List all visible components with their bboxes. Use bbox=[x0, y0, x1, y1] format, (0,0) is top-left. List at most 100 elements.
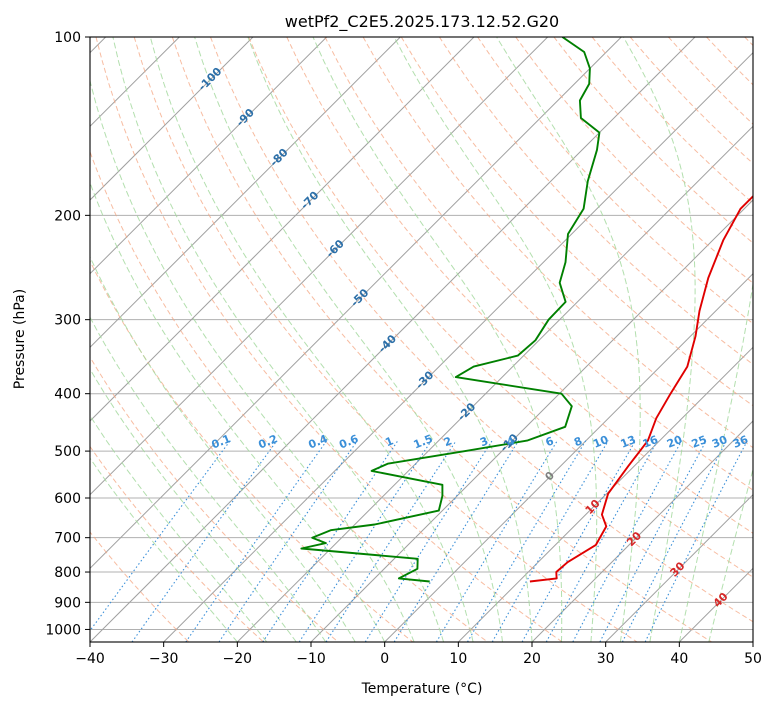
isotherm-label: -70 bbox=[298, 189, 321, 212]
moist-adiabat-line bbox=[312, 37, 563, 642]
dry-adiabat-line bbox=[90, 531, 190, 642]
dewpoint-line bbox=[300, 37, 601, 583]
moist-adiabat-line bbox=[247, 37, 533, 642]
dry-adiabat-line bbox=[744, 37, 753, 47]
mixing-ratio-line bbox=[325, 440, 457, 642]
y-tick-label: 600 bbox=[54, 491, 81, 507]
mixing-ratio-label: 2 bbox=[442, 434, 454, 449]
mixing-ratio-label: 6 bbox=[544, 434, 556, 449]
moist-adiabat-line bbox=[90, 414, 268, 642]
isotherm-line bbox=[90, 37, 549, 496]
mixing-ratio-label: 13 bbox=[619, 433, 638, 451]
mixing-ratio-line bbox=[298, 440, 432, 642]
mixing-ratio-line bbox=[491, 440, 609, 642]
mixing-ratio-label: 10 bbox=[591, 433, 610, 451]
profile-lines bbox=[300, 37, 753, 583]
isotherm-line bbox=[90, 37, 401, 349]
isotherm-label: -60 bbox=[324, 237, 347, 260]
x-tick-label: 30 bbox=[597, 651, 615, 667]
moist-adiabat-line bbox=[622, 37, 696, 642]
dry-adiabat-line bbox=[362, 37, 753, 449]
mixing-ratio-line bbox=[572, 440, 683, 642]
moist-adiabat-line bbox=[90, 368, 297, 642]
moist-adiabat-line bbox=[90, 457, 238, 642]
isotherm-line bbox=[163, 51, 753, 642]
dry-adiabat-line bbox=[90, 356, 339, 642]
isotherm-line bbox=[90, 37, 475, 422]
mixing-ratio-label: 36 bbox=[731, 433, 750, 451]
mixing-ratio-line bbox=[90, 440, 231, 632]
mixing-ratio-line bbox=[435, 440, 558, 642]
mixing-ratio-label: 20 bbox=[665, 433, 684, 451]
isotherm-line bbox=[90, 37, 254, 201]
dry-adiabat-line bbox=[706, 37, 753, 86]
isotherm-line bbox=[605, 493, 753, 642]
moist-adiabat-line bbox=[149, 37, 474, 642]
mixing-ratio-line bbox=[131, 440, 278, 642]
isotherm-label: -100 bbox=[196, 65, 225, 94]
moist-adiabat-line bbox=[90, 78, 415, 642]
y-tick-label: 900 bbox=[54, 595, 81, 611]
y-tick-label: 200 bbox=[54, 208, 81, 224]
x-tick-label: −10 bbox=[296, 651, 326, 667]
isotherm-line bbox=[236, 125, 753, 642]
y-tick-label: 100 bbox=[54, 30, 81, 46]
isotherm-line bbox=[90, 37, 328, 275]
y-tick-label: 1000 bbox=[45, 622, 81, 638]
mixing-ratio-line bbox=[521, 440, 637, 642]
dry-adiabat-line bbox=[515, 37, 753, 284]
x-tick-label: −20 bbox=[223, 651, 253, 667]
dry-adiabat-line bbox=[324, 37, 753, 491]
isotherm-line bbox=[531, 420, 753, 642]
mixing-ratio-line bbox=[218, 440, 358, 642]
dry-adiabat-line bbox=[133, 37, 638, 642]
mixing-ratio-line bbox=[644, 440, 748, 642]
mixing-ratio-label: 16 bbox=[641, 433, 660, 451]
isotherm-line bbox=[384, 272, 753, 642]
isotherm-label: -20 bbox=[455, 400, 478, 423]
mixing-ratio-label: 8 bbox=[572, 434, 584, 449]
moist-adiabat-line bbox=[708, 467, 753, 642]
x-tick-label: 40 bbox=[670, 651, 688, 667]
dry-adiabat-line bbox=[438, 37, 753, 366]
mixing-ratio-line bbox=[599, 440, 707, 642]
mixing-ratio-label: 0.1 bbox=[210, 432, 233, 451]
x-tick-label: 20 bbox=[523, 651, 541, 667]
dry-adiabat-line bbox=[90, 259, 414, 642]
background-lines bbox=[90, 37, 753, 642]
mixing-ratio-label: 0.4 bbox=[306, 432, 329, 451]
x-tick-label: 50 bbox=[744, 651, 762, 667]
moist-adiabat-line bbox=[90, 255, 356, 642]
isotherm-line bbox=[752, 641, 753, 642]
y-tick-label: 500 bbox=[54, 444, 81, 460]
mixing-ratio-line bbox=[262, 440, 399, 642]
mixing-ratio-line bbox=[467, 440, 587, 642]
mixing-ratio-line bbox=[393, 440, 520, 642]
x-tick-label: 0 bbox=[380, 651, 389, 667]
y-tick-label: 300 bbox=[54, 313, 81, 329]
dry-adiabat-line bbox=[668, 37, 753, 125]
dry-adiabat-line bbox=[90, 445, 264, 642]
dry-adiabat-line bbox=[591, 37, 753, 204]
mixing-ratio-line bbox=[185, 440, 328, 642]
chart-title: wetPf2_C2E5.2025.173.12.52.G20 bbox=[285, 12, 559, 32]
moist-adiabat-line bbox=[393, 37, 598, 642]
dry-adiabat-line bbox=[477, 37, 753, 325]
dry-adiabat-line bbox=[95, 37, 563, 642]
y-axis-ticks: 100 200 300 400 500 600 700 800 900 1000 bbox=[45, 30, 90, 638]
isotherm-line bbox=[90, 37, 622, 570]
isotherm-label: -40 bbox=[376, 332, 399, 355]
isotherm-line bbox=[90, 37, 696, 642]
y-tick-label: 700 bbox=[54, 531, 81, 547]
dry-adiabat-line bbox=[90, 150, 488, 642]
dry-adiabat-line bbox=[171, 37, 712, 642]
dry-adiabat-line bbox=[248, 37, 753, 578]
x-tick-label: −40 bbox=[75, 651, 105, 667]
x-tick-label: −30 bbox=[149, 651, 179, 667]
isotherm-label: -50 bbox=[348, 286, 371, 309]
mixing-ratio-label: 25 bbox=[690, 433, 709, 451]
x-axis-label: Temperature (°C) bbox=[361, 681, 483, 697]
x-axis-ticks: −40 −30 −20 −10 0 10 20 30 40 50 bbox=[75, 642, 762, 667]
y-axis-label: Pressure (hPa) bbox=[12, 289, 28, 389]
